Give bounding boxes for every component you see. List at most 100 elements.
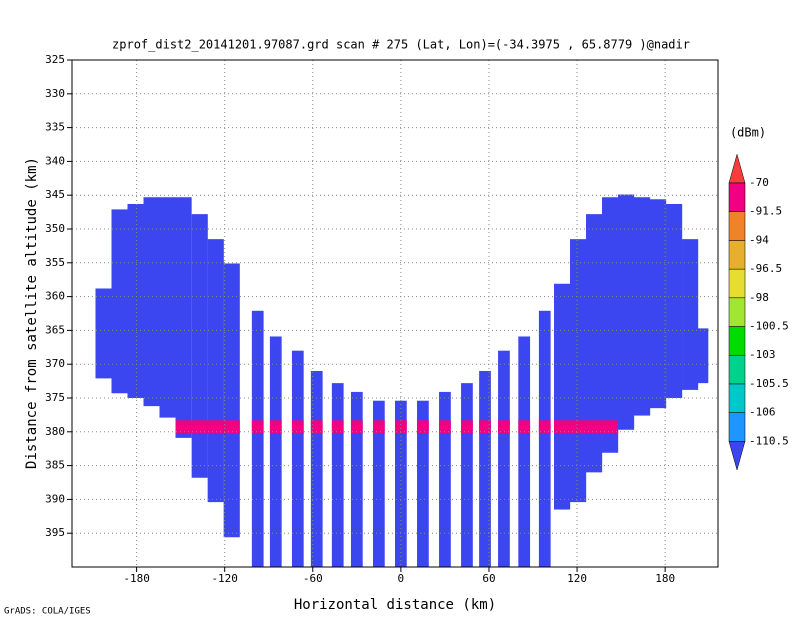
surface-echo [461, 420, 473, 434]
beam [498, 350, 510, 567]
x-tick-label: -120 [211, 572, 238, 585]
beam [251, 310, 264, 567]
beam [111, 209, 128, 394]
beam [479, 370, 491, 567]
surface-echo [207, 420, 224, 434]
surface-echo [251, 420, 264, 434]
y-tick-label: 365 [45, 323, 65, 336]
beam [602, 197, 619, 453]
beam [269, 336, 282, 567]
beam [554, 283, 571, 510]
colorbar-tick-label: -91.5 [749, 205, 782, 218]
beam [395, 400, 407, 567]
y-tick-label: 370 [45, 357, 65, 370]
colorbar-tick-label: -103 [749, 348, 776, 361]
field [95, 194, 709, 567]
beam [223, 263, 240, 538]
y-tick-label: 325 [45, 53, 65, 66]
chart-title: zprof_dist2_20141201.97087.grd scan # 27… [112, 38, 690, 52]
x-tick-label: -180 [123, 572, 150, 585]
surface-echo [372, 420, 385, 434]
colorbar-label: (dBm) [730, 126, 766, 140]
colorbar-box [728, 211, 746, 241]
surface-echo [518, 420, 531, 434]
surface-echo [602, 420, 619, 434]
colorbar-top [728, 153, 746, 184]
beam [350, 391, 363, 567]
colorbar-box [728, 354, 746, 385]
surface-echo [331, 420, 344, 434]
credit: GrADS: COLA/IGES [4, 607, 91, 617]
beam [518, 336, 531, 567]
y-tick-label: 385 [45, 459, 65, 472]
beam [372, 400, 385, 567]
colorbar-tick-label: -96.5 [749, 262, 782, 275]
colorbar-tick-label: -106 [749, 406, 776, 419]
beam [586, 214, 603, 473]
beam [175, 197, 192, 438]
surface-echo [570, 420, 587, 434]
colorbar-box [728, 412, 746, 442]
beam [417, 400, 429, 567]
colorbar-bottom [728, 441, 746, 471]
y-tick-label: 395 [45, 526, 65, 539]
beam [461, 383, 473, 567]
surface-echo [586, 420, 603, 434]
y-tick-label: 345 [45, 188, 65, 201]
y-tick-label: 335 [45, 121, 65, 134]
surface-echo [395, 420, 407, 434]
surface-echo [269, 420, 282, 434]
x-tick-label: 0 [398, 572, 405, 585]
x-tick-label: 60 [482, 572, 495, 585]
y-tick-label: 340 [45, 154, 65, 167]
surface-echo [417, 420, 429, 434]
surface-echo [310, 420, 323, 434]
beam [191, 214, 208, 478]
beam [650, 199, 667, 409]
colorbar-box [728, 182, 746, 212]
beam [439, 391, 451, 567]
beam [143, 197, 160, 407]
surface-echo [191, 420, 208, 434]
x-axis-label: Horizontal distance (km) [294, 597, 496, 613]
colorbar-tick-label: -70 [749, 176, 769, 189]
beam [618, 194, 635, 430]
y-tick-label: 380 [45, 425, 65, 438]
y-tick-label: 390 [45, 492, 65, 505]
beam [331, 383, 344, 567]
colorbar-box [728, 383, 746, 413]
y-tick-label: 350 [45, 222, 65, 235]
y-tick-label: 355 [45, 256, 65, 269]
beam [310, 370, 323, 567]
surface-echo [479, 420, 491, 434]
beam [666, 203, 683, 398]
colorbar-box [728, 326, 746, 356]
y-tick-label: 375 [45, 391, 65, 404]
beam [570, 239, 587, 503]
colorbar-tick-label: -100.5 [749, 320, 789, 333]
y-tick-label: 330 [45, 87, 65, 100]
colorbar-box [728, 240, 746, 270]
beam [95, 288, 112, 379]
surface-echo [538, 420, 551, 434]
x-tick-label: 120 [567, 572, 587, 585]
beam [207, 239, 224, 503]
beam [538, 310, 551, 567]
colorbar-tick-label: -94 [749, 233, 769, 246]
surface-echo [439, 420, 451, 434]
colorbar-box [728, 268, 746, 299]
x-tick-label: -60 [303, 572, 323, 585]
surface-echo [223, 420, 240, 434]
plot-frame [71, 59, 719, 568]
y-tick-label: 360 [45, 290, 65, 303]
beam [634, 197, 651, 416]
colorbar-tick-label: -110.5 [749, 434, 789, 447]
y-axis-label: Distance from satellite altitude (km) [24, 157, 40, 469]
beam [692, 328, 709, 384]
beam [127, 203, 144, 398]
surface-echo [350, 420, 363, 434]
colorbar-box [728, 297, 746, 327]
surface-echo [554, 420, 571, 434]
